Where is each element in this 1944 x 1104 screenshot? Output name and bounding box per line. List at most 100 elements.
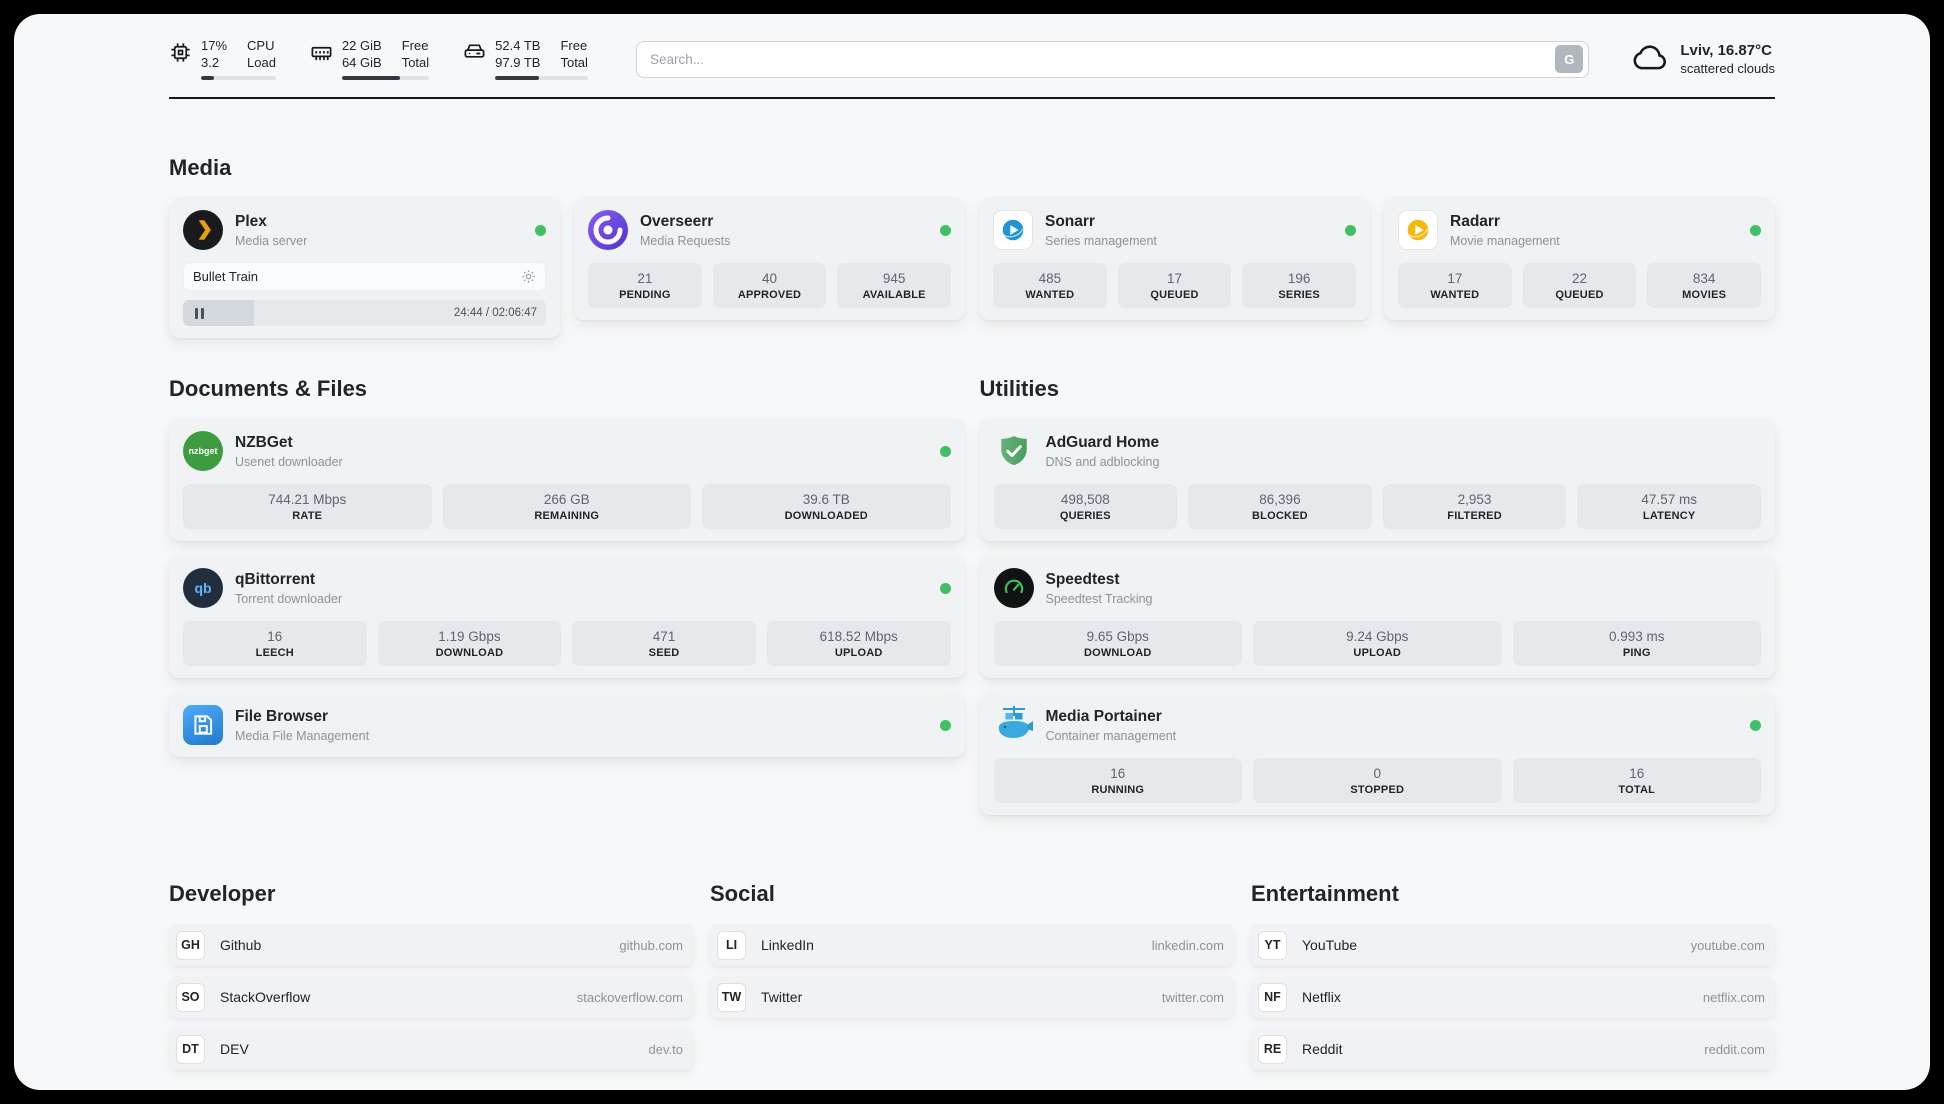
bookmark-github[interactable]: GH Github github.com — [169, 924, 693, 966]
app-subtitle: Media File Management — [235, 728, 370, 743]
stat-box: 834 MOVIES — [1647, 263, 1761, 308]
bookmark-name: LinkedIn — [761, 937, 814, 953]
stat-box: 1.19 Gbps DOWNLOAD — [377, 621, 562, 666]
status-online-dot — [1345, 224, 1356, 236]
stat-value: 2,953 — [1457, 492, 1492, 507]
stat-value: 471 — [652, 629, 676, 644]
ram-metric: 22 GiB Free 64 GiB Total — [310, 38, 430, 80]
stat-value: 39.6 TB — [802, 492, 850, 507]
section-title-entertainment: Entertainment — [1251, 881, 1399, 906]
search-engine-button[interactable]: G — [1555, 45, 1584, 73]
bookmark-url: reddit.com — [1704, 1041, 1765, 1057]
stat-label: WANTED — [1025, 289, 1075, 301]
bookmark-badge: LI — [717, 930, 746, 960]
header-bar: 17% CPU 3.2 Load 22 GiB Free 64 GiB Tota… — [169, 38, 1775, 80]
app-card-adguard[interactable]: AdGuard Home DNS and adblocking 498,508 … — [979, 419, 1775, 541]
track-title: Bullet Train — [193, 269, 259, 284]
stat-value: 86,396 — [1259, 492, 1301, 507]
section-title-developer: Developer — [169, 881, 276, 906]
stat-box: 266 GB REMAINING — [442, 484, 691, 529]
cpu-load-value: 3.2 — [201, 55, 220, 70]
stat-label: APPROVED — [737, 289, 802, 301]
stat-value: 498,508 — [1060, 492, 1110, 507]
section-utilities: Utilities AdGuard Home DNS and adblockin… — [979, 376, 1775, 815]
stat-box: 0 STOPPED — [1253, 758, 1502, 803]
disk-total-label: Total — [560, 55, 588, 70]
ram-free-value: 22 GiB — [341, 38, 382, 53]
stat-box: 618.52 Mbps UPLOAD — [766, 621, 951, 666]
bookmark-stackoverflow[interactable]: SO StackOverflow stackoverflow.com — [169, 976, 693, 1018]
app-card-portainer[interactable]: Media Portainer Container management 16 … — [979, 693, 1775, 815]
bookmark-youtube[interactable]: YT YouTube youtube.com — [1251, 924, 1775, 966]
stat-box: 16 LEECH — [183, 621, 367, 666]
stat-value: 744.21 Mbps — [268, 492, 347, 507]
ram-icon — [310, 41, 333, 64]
app-subtitle: Speedtest Tracking — [1045, 591, 1153, 606]
stat-box: 9.65 Gbps DOWNLOAD — [993, 621, 1242, 666]
stat-label: LATENCY — [1642, 510, 1696, 522]
bookmark-url: stackoverflow.com — [576, 989, 683, 1005]
status-online-dot — [939, 719, 951, 731]
app-subtitle: Usenet downloader — [235, 454, 343, 469]
stat-box: 945 AVAILABLE — [837, 263, 951, 308]
bookmark-dev[interactable]: DT DEV dev.to — [169, 1028, 693, 1070]
app-card-overseerr[interactable]: Overseerr Media Requests 21 PENDING 40 A… — [574, 198, 965, 320]
stat-value: 47.57 ms — [1641, 492, 1697, 507]
section-title-media: Media — [169, 155, 232, 180]
app-card-speedtest[interactable]: Speedtest Speedtest Tracking 9.65 Gbps D… — [979, 556, 1775, 678]
bookmark-badge: DT — [176, 1034, 205, 1064]
bookmark-badge: SO — [176, 982, 205, 1012]
stat-label: PING — [1622, 647, 1651, 659]
stat-value: 16 — [1629, 766, 1645, 781]
stat-value: 9.65 Gbps — [1086, 629, 1149, 644]
stat-value: 17 — [1166, 271, 1182, 286]
section-title-documents: Documents & Files — [169, 376, 368, 401]
app-card-nzbget[interactable]: nzbget NZBGet Usenet downloader 744.21 M… — [169, 419, 965, 541]
bookmark-reddit[interactable]: RE Reddit reddit.com — [1251, 1028, 1775, 1070]
ram-total-value: 64 GiB — [341, 55, 382, 70]
bookmark-url: netflix.com — [1702, 989, 1765, 1005]
app-card-plex[interactable]: Plex Media server Bullet Train 24:44 / 0… — [169, 198, 560, 338]
bookmark-badge: TW — [717, 982, 746, 1012]
cloud-icon — [1631, 41, 1669, 78]
section-documents: Documents & Files nzbget NZBGet Usenet d… — [169, 376, 965, 757]
bookmark-twitter[interactable]: TW Twitter twitter.com — [710, 976, 1234, 1018]
stat-box: 22 QUEUED — [1522, 263, 1637, 308]
stat-label: QUEUED — [1150, 289, 1199, 301]
app-subtitle: Media server — [235, 233, 308, 248]
stat-label: UPLOAD — [834, 647, 883, 659]
disk-free-label: Free — [560, 38, 588, 53]
player-progress-bar[interactable]: 24:44 / 02:06:47 — [183, 300, 546, 326]
section-media: Media Plex Media server Bullet Train — [169, 155, 1775, 338]
stat-label: SEED — [648, 647, 680, 659]
bookmark-url: github.com — [619, 937, 683, 953]
bookmark-linkedin[interactable]: LI LinkedIn linkedin.com — [710, 924, 1234, 966]
stat-value: 485 — [1038, 271, 1062, 286]
app-card-filebrowser[interactable]: File Browser Media File Management — [169, 693, 965, 757]
bookmark-name: YouTube — [1302, 937, 1358, 953]
radarr-icon — [1398, 210, 1438, 250]
section-social: Social LI LinkedIn linkedin.com TW Twitt… — [710, 881, 1234, 1028]
gear-icon[interactable] — [521, 269, 536, 284]
bookmark-badge: YT — [1258, 930, 1287, 960]
app-subtitle: Torrent downloader — [235, 591, 343, 606]
bookmark-netflix[interactable]: NF Netflix netflix.com — [1251, 976, 1775, 1018]
filebrowser-icon — [183, 705, 223, 745]
app-name: AdGuard Home — [1045, 433, 1160, 451]
stat-label: MOVIES — [1682, 289, 1727, 301]
cpu-usage-label: CPU — [247, 38, 275, 53]
stat-label: WANTED — [1430, 289, 1480, 301]
stat-box: 16 RUNNING — [993, 758, 1242, 803]
bookmark-name: Github — [220, 937, 262, 953]
stat-label: STOPPED — [1350, 784, 1405, 796]
weather-widget: Lviv, 16.87°C scattered clouds — [1631, 41, 1775, 78]
stat-label: TOTAL — [1618, 784, 1656, 796]
search-input[interactable] — [649, 51, 1556, 67]
stat-box: 0.993 ms PING — [1512, 621, 1761, 666]
app-subtitle: Container management — [1045, 728, 1177, 743]
app-card-sonarr[interactable]: Sonarr Series management 485 WANTED 17 Q… — [979, 198, 1370, 320]
app-card-qbittorrent[interactable]: qb qBittorrent Torrent downloader 16 LEE… — [169, 556, 965, 678]
app-card-radarr[interactable]: Radarr Movie management 17 WANTED 22 QUE… — [1384, 198, 1775, 320]
pause-icon[interactable] — [192, 304, 207, 323]
adguard-shield-icon — [994, 431, 1034, 471]
